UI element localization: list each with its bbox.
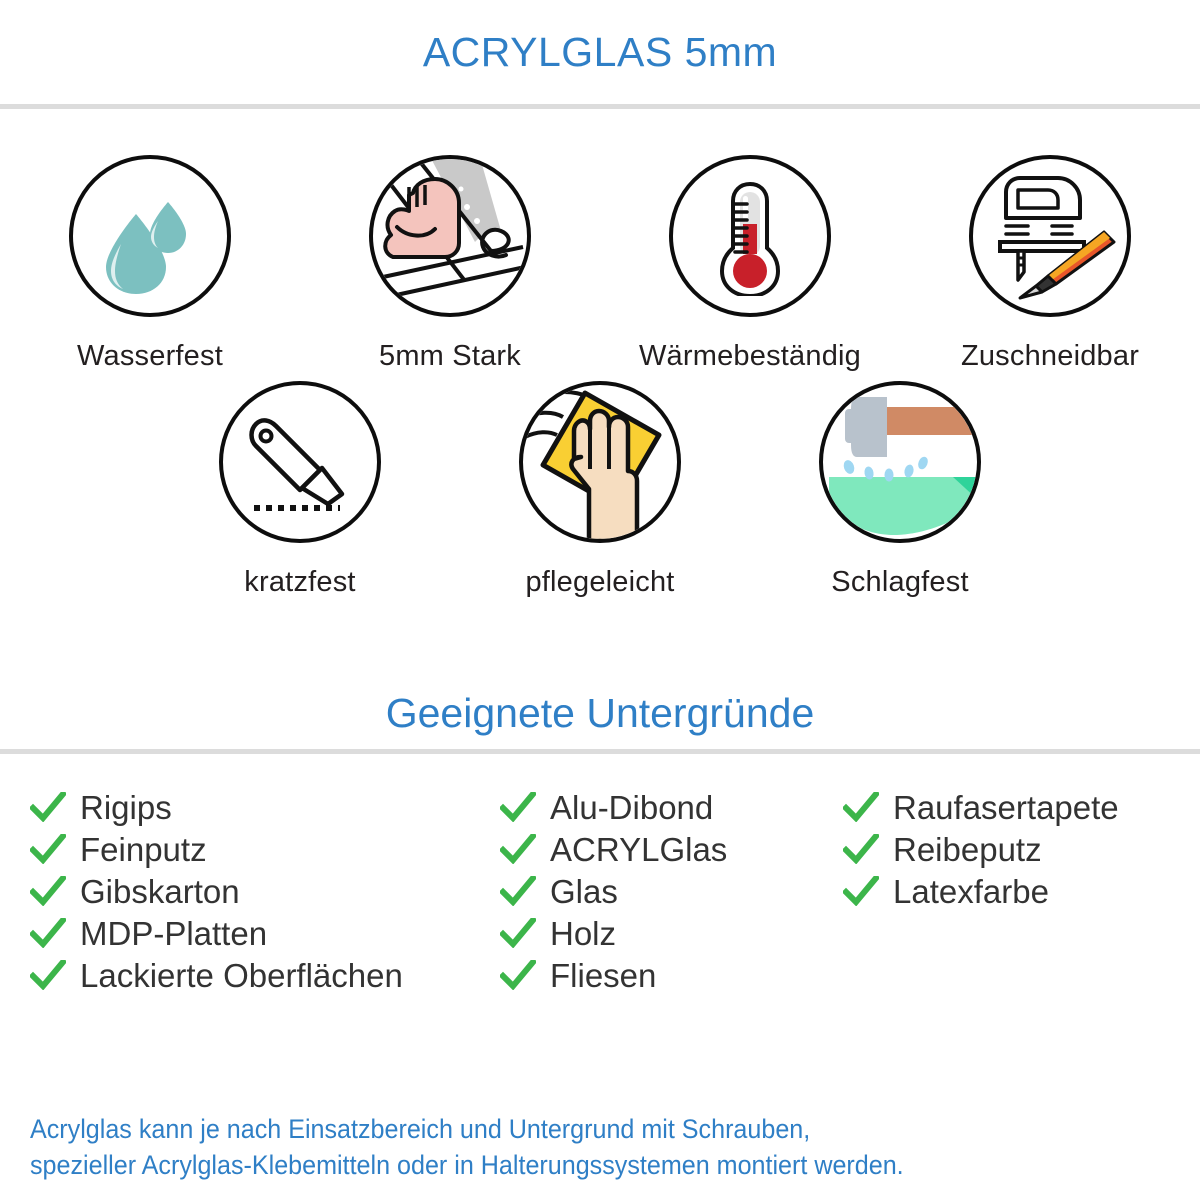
mounting-note-line-2: spezieller Acrylglas-Klebemitteln oder i…	[30, 1149, 904, 1180]
hammer-impact-icon	[823, 385, 977, 539]
substrates-list: Rigips Feinputz Gibskarton MDP-Platten L…	[0, 754, 1200, 996]
check-icon	[28, 873, 68, 907]
badge-circle	[819, 381, 981, 543]
check-icon	[28, 789, 68, 823]
list-item-label: Reibeputz	[893, 830, 1042, 868]
badge-circle	[69, 155, 231, 317]
feature-waermebestaendig: Wärmebeständig	[600, 155, 900, 373]
page-header: ACRYLGLAS 5mm	[0, 0, 1200, 104]
feature-label: Zuschneidbar	[960, 340, 1140, 372]
list-item-label: Rigips	[80, 788, 172, 826]
check-icon	[841, 873, 881, 907]
list-item-label: Alu-Dibond	[550, 788, 714, 826]
list-item: Feinputz	[28, 828, 500, 870]
list-item: Reibeputz	[841, 828, 1193, 870]
list-item-label: Holz	[550, 914, 617, 952]
feature-pflegeleicht: pflegeleicht	[450, 381, 750, 599]
list-item: Raufasertapete	[841, 786, 1193, 828]
list-item-label: Feinputz	[80, 830, 207, 868]
check-icon	[28, 831, 68, 865]
feature-zuschneidbar: Zuschneidbar	[900, 155, 1200, 373]
substrates-header: Geeignete Untergründe	[0, 677, 1200, 749]
check-icon	[498, 873, 538, 907]
check-icon	[498, 831, 538, 865]
water-drops-icon	[90, 176, 210, 296]
feature-5mm-stark: 5mm Stark	[300, 155, 600, 373]
feature-label: 5mm Stark	[379, 340, 521, 372]
check-icon	[841, 831, 881, 865]
list-item: Rigips	[28, 786, 500, 828]
check-icon	[498, 915, 538, 949]
badge-circle	[669, 155, 831, 317]
badge-circle	[219, 381, 381, 543]
page-title: ACRYLGLAS 5mm	[422, 28, 778, 75]
list-item: Lackierte Oberflächen	[28, 954, 500, 996]
feature-label: kratzfest	[244, 566, 356, 598]
list-item-label: Lackierte Oberflächen	[80, 956, 403, 994]
check-icon	[841, 789, 881, 823]
features-row-2: kratzfest	[0, 381, 1200, 599]
thermometer-icon	[690, 176, 810, 296]
feature-label: Wärmebeständig	[638, 340, 861, 372]
list-item-label: Fliesen	[550, 956, 657, 994]
list-item-label: Glas	[550, 872, 618, 910]
substrate-column-2: Alu-Dibond ACRYLGlas Glas Holz Fliesen	[498, 786, 843, 996]
cutter-scratch-icon	[236, 398, 364, 526]
list-item: ACRYLGlas	[498, 828, 843, 870]
features-row-1: Wasserfest	[0, 155, 1200, 373]
substrates-title: Geeignete Untergründe	[385, 689, 815, 736]
list-item: Gibskarton	[28, 870, 500, 912]
check-icon	[498, 957, 538, 991]
substrates-divider	[0, 749, 1200, 754]
list-item: MDP-Platten	[28, 912, 500, 954]
badge-circle	[969, 155, 1131, 317]
check-icon	[28, 915, 68, 949]
list-item-label: MDP-Platten	[80, 914, 268, 952]
header-divider	[0, 104, 1200, 109]
list-item-label: Gibskarton	[80, 872, 240, 910]
list-item-label: Latexfarbe	[893, 872, 1049, 910]
feature-label: Wasserfest	[77, 340, 223, 372]
hand-cloth-icon	[523, 385, 677, 539]
feature-label: pflegeleicht	[525, 566, 675, 598]
list-item: Latexfarbe	[841, 870, 1193, 912]
list-item: Fliesen	[498, 954, 843, 996]
check-icon	[498, 789, 538, 823]
list-item: Glas	[498, 870, 843, 912]
features-section: Wasserfest	[0, 109, 1200, 599]
list-item: Holz	[498, 912, 843, 954]
mounting-note: Acrylglas kann je nach Einsatzbereich un…	[30, 1112, 1105, 1183]
list-item: Alu-Dibond	[498, 786, 843, 828]
check-icon	[28, 957, 68, 991]
list-item-label: ACRYLGlas	[550, 830, 728, 868]
badge-circle	[369, 155, 531, 317]
jigsaw-knife-icon	[984, 170, 1116, 302]
substrate-column-1: Rigips Feinputz Gibskarton MDP-Platten L…	[28, 786, 500, 996]
mounting-note-line-1: Acrylglas kann je nach Einsatzbereich un…	[30, 1114, 811, 1144]
feature-kratzfest: kratzfest	[150, 381, 450, 599]
feature-label: Schlagfest	[831, 566, 969, 598]
substrate-column-3: Raufasertapete Reibeputz Latexfarbe	[841, 786, 1193, 996]
feature-schlagfest: Schlagfest	[750, 381, 1050, 599]
badge-circle	[519, 381, 681, 543]
list-item-label: Raufasertapete	[893, 788, 1119, 826]
feature-wasserfest: Wasserfest	[0, 155, 300, 373]
flexed-arm-icon	[373, 159, 527, 313]
